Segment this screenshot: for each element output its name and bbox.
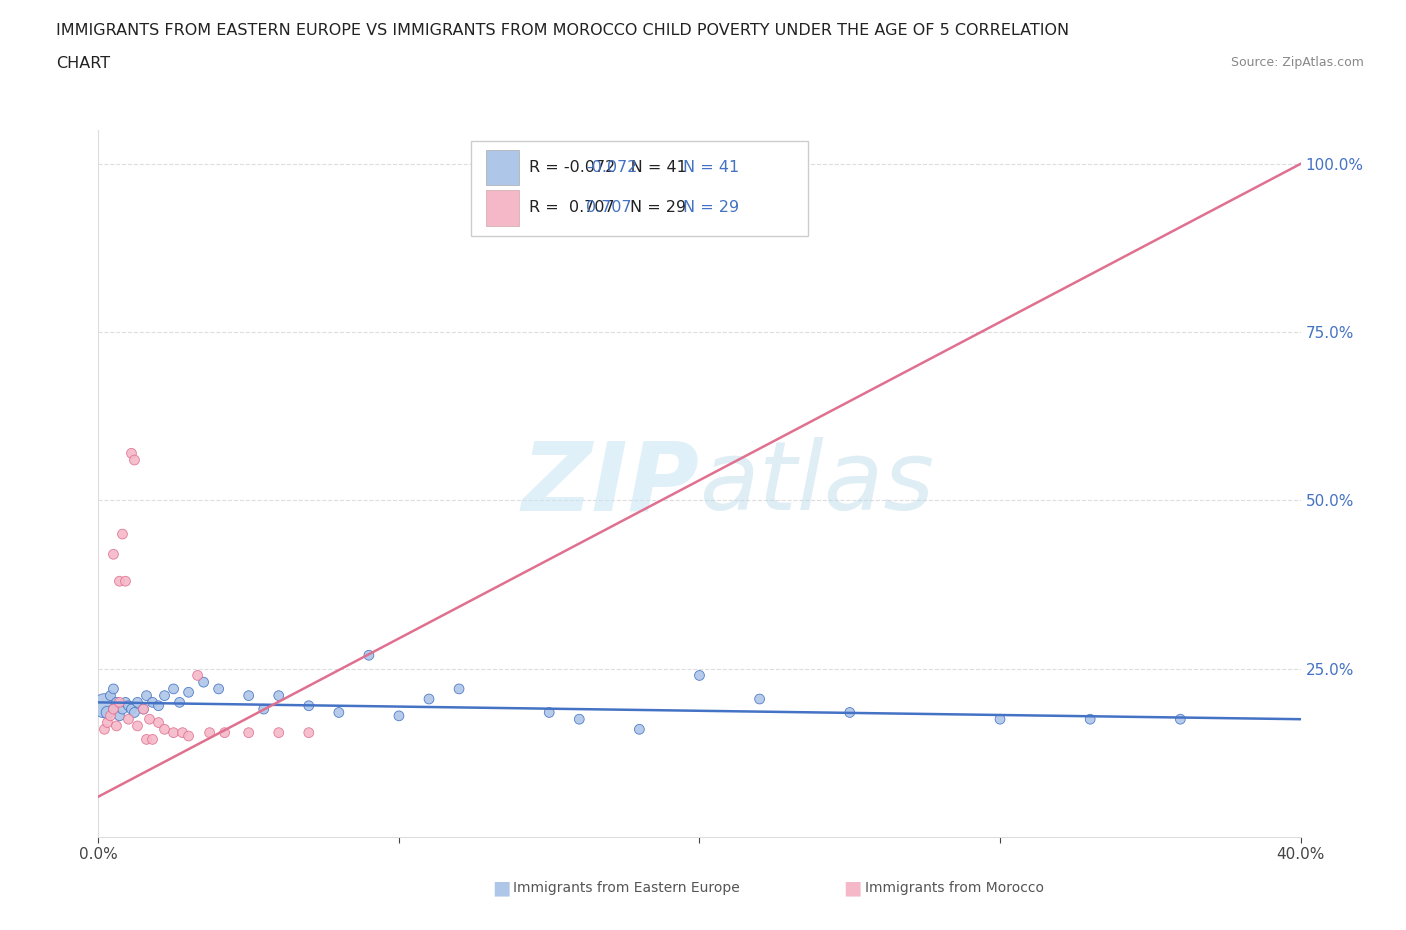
Point [100,709,122,724]
Point [177,728,200,743]
Point [198,725,221,740]
Text: ■: ■ [492,879,510,897]
Point [238,688,260,703]
Point [108,574,131,589]
Point [108,709,131,724]
Point [117,711,139,726]
Point [127,719,149,734]
Point [447,682,470,697]
Point [114,574,136,589]
Point [93,722,115,737]
Point [124,705,146,720]
Point [135,688,157,703]
Point [96,715,118,730]
Point [153,722,176,737]
Point [138,711,160,726]
Point [96,705,118,720]
Point [172,725,194,740]
Text: 0.707: 0.707 [586,201,633,216]
Point [208,682,231,697]
Text: N = 41: N = 41 [683,160,740,175]
Point [141,732,163,747]
Bar [485,191,519,226]
Text: Immigrants from Eastern Europe: Immigrants from Eastern Europe [513,881,740,896]
Point [169,695,191,710]
Point [127,695,149,710]
Text: CHART: CHART [56,56,110,71]
Point [748,692,770,707]
Point [1078,711,1101,726]
Point [162,725,184,740]
Point [111,701,134,716]
Bar [485,150,519,185]
Point [148,698,170,713]
Point [103,701,125,716]
Point [177,684,200,699]
Point [214,725,236,740]
Point [105,719,128,734]
Point [418,692,440,707]
Point [298,725,321,740]
Point [689,668,711,683]
Point [838,705,860,720]
Text: Immigrants from Morocco: Immigrants from Morocco [865,881,1043,896]
Point [121,701,143,716]
Point [162,682,184,697]
Text: ■: ■ [844,879,862,897]
Point [103,701,125,716]
Point [253,701,276,716]
Text: R = -0.072   N = 41: R = -0.072 N = 41 [529,160,686,175]
Point [1170,711,1192,726]
Text: Source: ZipAtlas.com: Source: ZipAtlas.com [1230,56,1364,69]
Point [124,453,146,468]
Point [357,648,380,663]
Point [568,711,591,726]
Text: N = 29: N = 29 [683,201,738,216]
Point [100,688,122,703]
Point [328,705,350,720]
Point [153,688,176,703]
Point [121,445,143,460]
Point [267,725,290,740]
Point [132,701,155,716]
Point [103,547,125,562]
Point [93,698,115,713]
Point [193,675,215,690]
Point [988,711,1011,726]
Point [108,695,131,710]
Text: atlas: atlas [700,437,935,530]
Point [267,688,290,703]
Text: ZIP: ZIP [522,437,700,530]
Point [238,725,260,740]
Text: -0.072: -0.072 [586,160,638,175]
Point [105,695,128,710]
Point [388,709,411,724]
Point [148,715,170,730]
Text: R =  0.707   N = 29: R = 0.707 N = 29 [529,201,686,216]
Point [111,526,134,541]
Point [103,682,125,697]
Point [117,698,139,713]
Point [628,722,651,737]
FancyBboxPatch shape [471,140,807,236]
Point [187,668,209,683]
Point [538,705,561,720]
Point [135,732,157,747]
Point [114,695,136,710]
Point [141,695,163,710]
Point [132,701,155,716]
Text: IMMIGRANTS FROM EASTERN EUROPE VS IMMIGRANTS FROM MOROCCO CHILD POVERTY UNDER TH: IMMIGRANTS FROM EASTERN EUROPE VS IMMIGR… [56,23,1070,38]
Point [298,698,321,713]
